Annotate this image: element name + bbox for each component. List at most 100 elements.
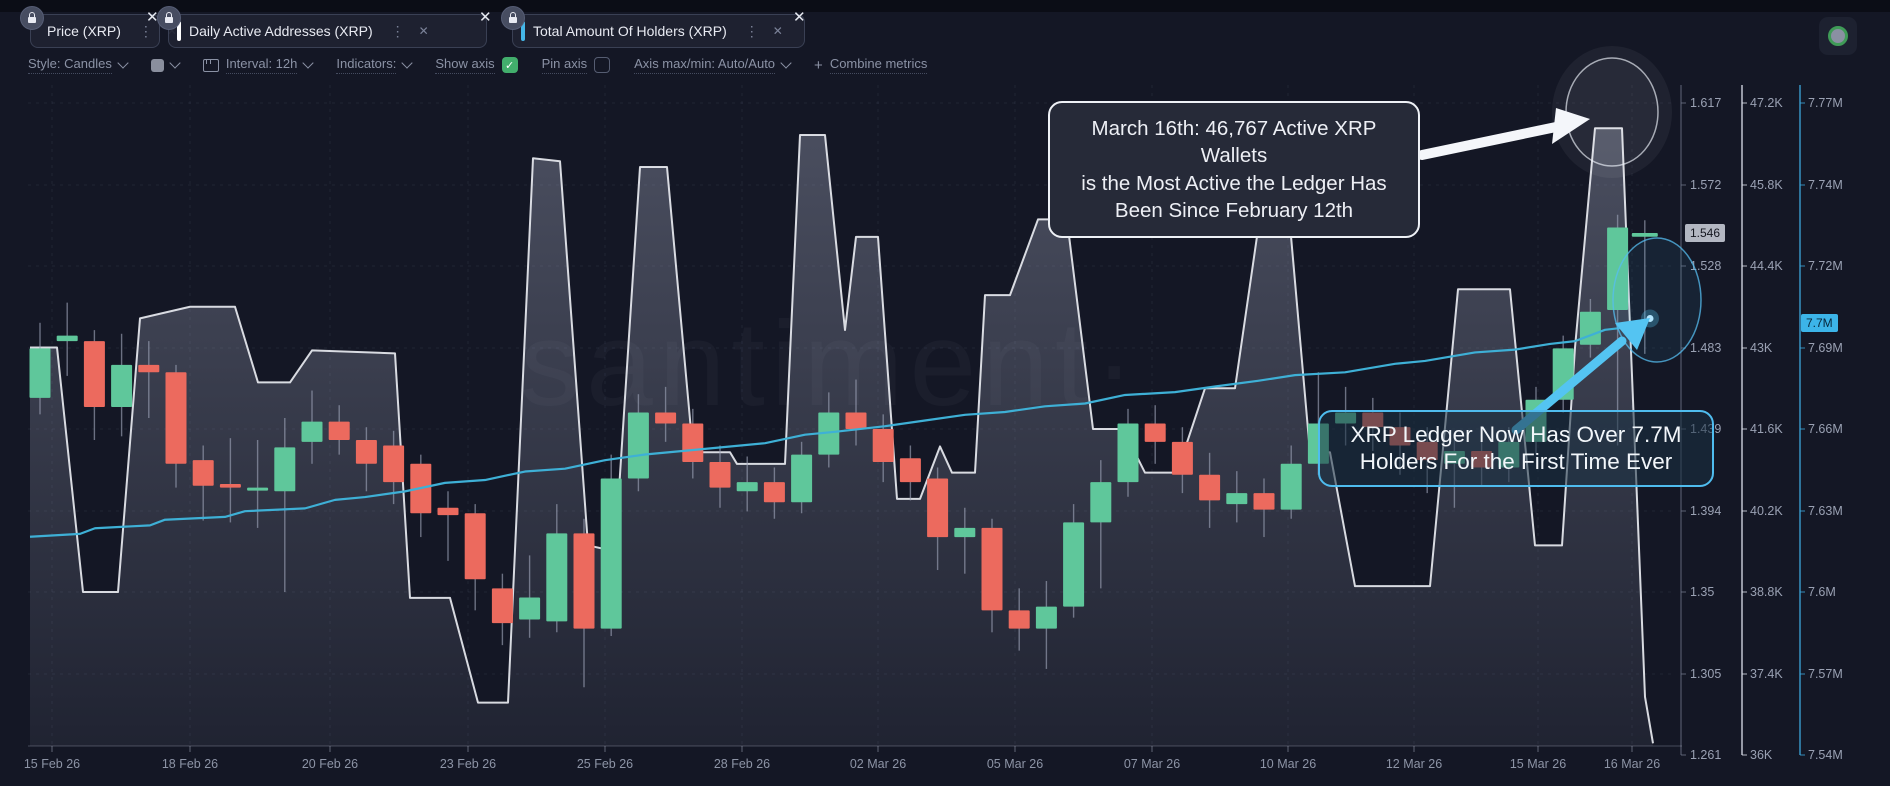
candle-body [437,507,459,516]
close-tab-icon[interactable]: ✕ [146,9,159,26]
holders-line [29,317,1651,538]
axis-tick-label: 7.54M [1808,748,1843,762]
combine-metrics-button[interactable]: + Combine metrics [814,56,928,74]
axis-tick-label: 7.66M [1808,422,1843,436]
candle-body [981,527,1003,611]
candle-body [818,412,840,455]
candle-body [83,341,105,408]
x-axis-date-label: 10 Mar 26 [1260,757,1316,771]
kebab-menu-icon[interactable]: ⋮ [390,22,405,39]
holders-highlight-circle [1612,237,1702,363]
candle-body [1090,482,1112,523]
interval-icon [202,58,219,72]
candle-body [872,429,894,462]
candle-body [519,597,541,620]
axis-tick-label: 7.57M [1808,667,1843,681]
axis-tick-label: 1.35 [1690,585,1714,599]
x-axis-date-label: 16 Mar 26 [1604,757,1660,771]
lock-icon[interactable] [20,6,44,30]
candle-body [1631,233,1658,237]
close-icon[interactable]: ✕ [418,24,429,38]
indicators-dropdown[interactable]: Indicators: [336,56,414,74]
annotation-holders-record: XRP Ledger Now Has Over 7.7M Holders For… [1318,410,1714,487]
axis-tick-label: 1.572 [1690,178,1721,192]
axis-tick-label: 47.2K [1750,96,1783,110]
candle-body [355,439,377,464]
pin-axis-toggle[interactable]: Pin axis [541,56,611,74]
candle-body [682,423,704,462]
x-axis-date-label: 02 Mar 26 [850,757,906,771]
interval-dropdown[interactable]: Interval: 12h [202,56,315,74]
candle-body [1171,441,1193,475]
wallets-arrow-shaft [1417,122,1561,160]
pin-axis-checkbox[interactable] [594,57,611,73]
candle-body [791,454,813,503]
style-dropdown[interactable]: Style: Candles [28,56,129,74]
candle-body [56,335,78,342]
x-axis-date-label: 12 Mar 26 [1386,757,1442,771]
candle-body [1226,493,1248,505]
candle-body [1117,423,1139,483]
lock-icon[interactable] [501,6,525,30]
candle-body [383,445,405,483]
candle-body [1035,606,1057,629]
candle-body [736,482,758,492]
candle-body [1607,227,1629,310]
axis-tick-label: 7.72M [1808,259,1843,273]
axis-tick-label: 1.528 [1690,259,1721,273]
tab-color-indicator [521,21,525,41]
candle-body [274,447,296,492]
annotation-active-wallets: March 16th: 46,767 Active XRP Wallets is… [1048,101,1420,238]
candle-body [573,533,595,629]
candle-body [29,348,51,398]
axis-tick-label: 7.77M [1808,96,1843,110]
x-axis-date-label: 23 Feb 26 [440,757,496,771]
candle-body [1579,311,1601,345]
x-axis-date-label: 07 Mar 26 [1124,757,1180,771]
status-dot-icon [1828,26,1848,46]
close-icon[interactable]: ✕ [772,24,783,38]
candle-body [1199,474,1221,501]
close-tab-icon[interactable]: ✕ [793,9,806,26]
candle-body [845,412,867,430]
close-tab-icon[interactable]: ✕ [479,9,492,26]
x-axis-date-label: 05 Mar 26 [987,757,1043,771]
candle-body [927,478,949,538]
wallets-arrow-head [1552,108,1590,144]
axis-tick-label: 7.6M [1808,585,1836,599]
tab-price[interactable]: Price (XRP) ⋮ ✕ [30,14,177,48]
candle-body [1144,423,1166,442]
holders-arrow-head [1615,318,1650,350]
axis-tick-label: 45.8K [1750,178,1783,192]
color-swatch-dropdown[interactable] [150,57,181,72]
candle-body [546,533,568,622]
axis-tick-label: 1.305 [1690,667,1721,681]
kebab-menu-icon[interactable]: ⋮ [744,22,759,39]
chart-toolbar: Style: Candles Interval: 12h Indicators:… [28,53,928,77]
show-axis-checkbox[interactable]: ✓ [501,57,518,73]
candle-body [1063,522,1085,607]
axis-tick-label: 36K [1750,748,1773,762]
candle-body [763,482,785,503]
candle-body [655,412,677,424]
candle-body [899,458,921,483]
candle-body [491,588,513,624]
axis-maxmin-dropdown[interactable]: Axis max/min: Auto/Auto [634,56,792,74]
candle-body [600,478,622,629]
status-button[interactable] [1819,17,1857,55]
x-axis-date-label: 15 Mar 26 [1510,757,1566,771]
kebab-menu-icon[interactable]: ⋮ [138,22,153,39]
candle-body [165,372,187,464]
tab-total-holders[interactable]: Total Amount Of Holders (XRP) ⋮ ✕ [512,14,805,48]
candle-body [192,460,214,486]
spike-highlight-glow [1552,46,1672,178]
axis-tick-label: 1.394 [1690,504,1721,518]
show-axis-toggle[interactable]: Show axis ✓ [435,56,518,74]
axis-tick-label: 40.2K [1750,504,1783,518]
current-price-badge: 1.546 [1685,224,1726,242]
tab-daily-active-addresses[interactable]: Daily Active Addresses (XRP) ⋮ ✕ [168,14,487,48]
candle-body [138,364,160,373]
candle-body [1280,463,1302,510]
lock-icon[interactable] [157,6,181,30]
